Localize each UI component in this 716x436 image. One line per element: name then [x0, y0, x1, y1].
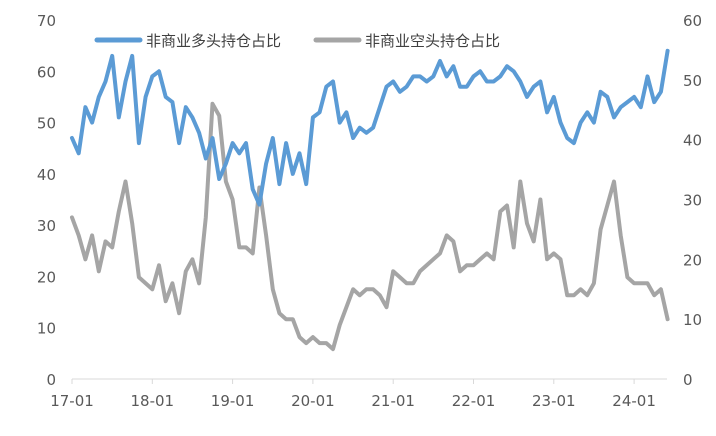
y-left-tick-label: 30: [37, 217, 56, 235]
y-right-tick-label: 10: [683, 311, 702, 329]
y-axis-left: 0 10 20 30 40 50 60 70: [37, 12, 56, 389]
x-tick-label: 18-01: [131, 392, 175, 410]
y-right-tick-label: 0: [683, 371, 693, 389]
x-tick-label: 17-01: [50, 392, 94, 410]
y-left-tick-label: 60: [37, 63, 56, 81]
y-right-tick-label: 60: [683, 12, 702, 30]
y-left-tick-label: 20: [37, 268, 56, 286]
x-tick-label: 23-01: [532, 392, 576, 410]
y-right-tick-label: 30: [683, 192, 702, 210]
y-right-tick-label: 50: [683, 72, 702, 90]
y-left-tick-label: 70: [37, 12, 56, 30]
series-line: [70, 48, 670, 207]
x-axis: 17-01 18-01 19-01 20-01 21-01 22-01 23-01 24-01: [50, 392, 656, 410]
x-tick-label: 22-01: [452, 392, 496, 410]
y-axis-right: 0 10 20 30 40 50 60: [683, 12, 702, 389]
plot-area: [70, 48, 670, 352]
y-right-tick-label: 20: [683, 251, 702, 269]
x-tick-label: 19-01: [211, 392, 255, 410]
y-left-tick-label: 0: [46, 371, 56, 389]
x-tick-label: 20-01: [291, 392, 335, 410]
x-tick-label: 21-01: [371, 392, 415, 410]
legend: 非商业多头持仓占比 非商业空头持仓占比: [94, 32, 500, 50]
axes: [71, 378, 667, 384]
y-right-tick-label: 40: [683, 132, 702, 150]
y-left-tick-label: 10: [37, 320, 56, 338]
y-left-tick-label: 40: [37, 166, 56, 184]
legend-label-short: 非商业空头持仓占比: [365, 32, 500, 50]
legend-label-long: 非商业多头持仓占比: [146, 32, 281, 50]
y-left-tick-label: 50: [37, 115, 56, 133]
x-tick-label: 24-01: [612, 392, 656, 410]
series-line: [70, 101, 670, 352]
